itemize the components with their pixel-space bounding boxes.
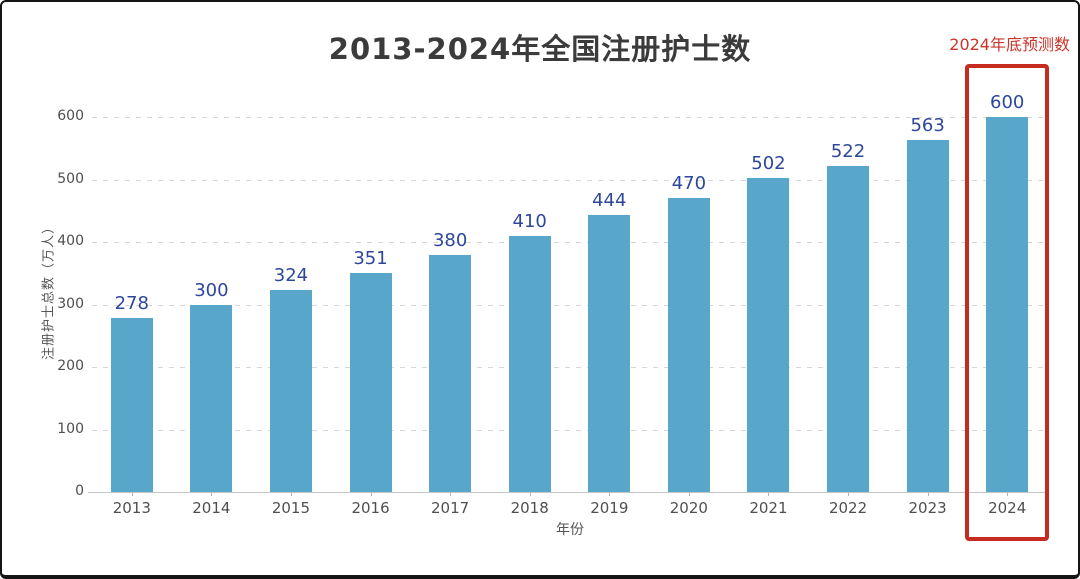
bar-2023: [906, 140, 949, 492]
bar-2015: [269, 289, 312, 492]
bar-value-label: 351: [353, 247, 388, 269]
x-tick-mark: [848, 492, 850, 496]
x-tick-label: 2013: [112, 499, 151, 517]
x-tick-mark: [768, 492, 770, 496]
y-tick-label: 600: [57, 108, 84, 124]
bar-value-label: 380: [432, 229, 468, 251]
gridline: [92, 117, 1047, 118]
gridline: [92, 304, 1047, 306]
bar-2022: [827, 165, 870, 492]
bar-2018: [508, 235, 551, 492]
gridline: [92, 429, 1047, 431]
bar-value-label: 470: [671, 173, 707, 195]
x-tick-mark: [290, 492, 292, 496]
x-tick-label: 2017: [431, 499, 470, 517]
y-tick-label: 0: [75, 483, 84, 499]
bar-value-label: 600: [990, 92, 1025, 113]
bar-2013: [110, 318, 153, 492]
x-tick-mark: [1007, 492, 1009, 496]
gridline: [92, 242, 1047, 243]
x-axis-line: [88, 492, 1047, 493]
bar-2021: [747, 178, 790, 492]
x-tick-mark: [131, 492, 133, 496]
bar-value-label: 563: [910, 115, 945, 137]
bar-2024: [986, 117, 1029, 492]
bar-value-label: 324: [273, 264, 309, 286]
x-tick-mark: [529, 492, 531, 496]
x-tick-mark: [211, 492, 213, 496]
y-tick-label: 400: [57, 233, 84, 249]
y-tick-label: 500: [57, 170, 84, 187]
bar-value-label: 410: [512, 210, 547, 232]
y-tick-label: 100: [57, 420, 84, 437]
bar-value-label: 300: [194, 279, 229, 301]
x-tick-label: 2019: [590, 499, 629, 517]
x-tick-mark: [609, 492, 611, 496]
x-tick-label: 2021: [749, 499, 788, 517]
prediction-annotation: 2024年底预测数: [949, 35, 1070, 54]
bar-value-label: 278: [114, 293, 149, 315]
bar-2017: [429, 254, 472, 492]
bar-2019: [588, 214, 631, 492]
plot-area: [92, 117, 1047, 492]
x-tick-label: 2016: [351, 499, 390, 517]
x-tick-mark: [370, 492, 372, 496]
bar-2014: [190, 304, 233, 492]
x-tick-mark: [450, 492, 452, 496]
x-tick-mark: [688, 492, 690, 496]
x-tick-label: 2014: [192, 499, 231, 517]
x-tick-label: 2024: [988, 499, 1027, 517]
y-tick-label: 300: [57, 295, 84, 312]
gridline: [92, 179, 1047, 181]
x-axis-label: 年份: [556, 522, 584, 538]
x-tick-label: 2020: [669, 499, 708, 517]
x-tick-label: 2015: [271, 499, 311, 517]
x-tick-label: 2022: [828, 499, 868, 517]
highlight-box-2024: [965, 64, 1050, 541]
gridline: [92, 367, 1047, 368]
x-tick-label: 2023: [908, 499, 947, 517]
bar-2020: [667, 198, 710, 492]
x-tick-mark: [927, 492, 929, 496]
y-tick-label: 200: [57, 358, 84, 374]
bar-value-label: 502: [751, 153, 786, 175]
chart-title: 2013-2024年全国注册护士数: [328, 32, 752, 66]
bar-2016: [349, 272, 392, 492]
bar-value-label: 444: [592, 189, 627, 211]
x-tick-label: 2018: [510, 499, 549, 517]
bar-value-label: 522: [830, 140, 866, 162]
